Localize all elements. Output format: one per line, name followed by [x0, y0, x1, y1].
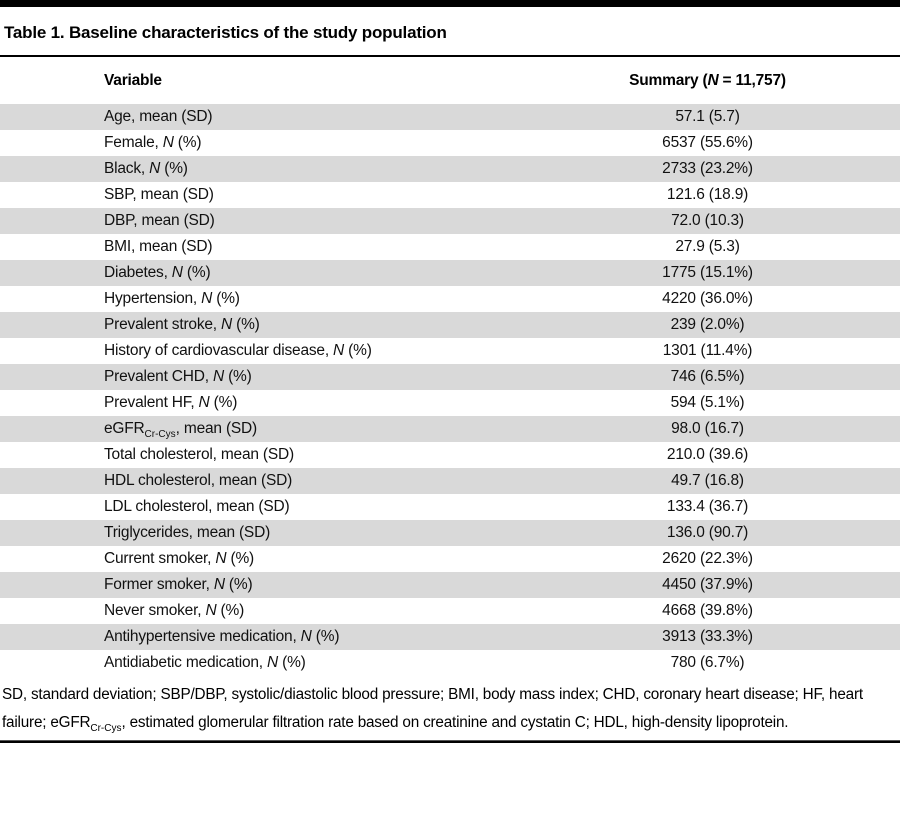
variable-cell: Hypertension, N (%) — [104, 290, 240, 307]
column-header-summary: Summary (N = 11,757) — [524, 57, 900, 104]
table-row: History of cardiovascular disease, N (%)… — [0, 338, 900, 364]
summary-value-cell: 239 (2.0%) — [670, 316, 745, 333]
summary-value-cell: 4668 (39.8%) — [662, 602, 753, 619]
summary-value-cell: 780 (6.7%) — [670, 654, 745, 671]
table-row: Hypertension, N (%) 4220 (36.0%) — [0, 286, 900, 312]
summary-value-cell: 57.1 (5.7) — [675, 108, 740, 125]
summary-value-cell: 3913 (33.3%) — [662, 628, 753, 645]
table-header: Variable Summary (N = 11,757) — [0, 57, 900, 104]
summary-value-cell: 136.0 (90.7) — [666, 524, 749, 541]
variable-cell: Diabetes, N (%) — [104, 264, 211, 281]
variable-cell: History of cardiovascular disease, N (%) — [104, 342, 372, 359]
summary-value-cell: 4450 (37.9%) — [662, 576, 753, 593]
table-row: Diabetes, N (%) 1775 (15.1%) — [0, 260, 900, 286]
summary-value-cell: 27.9 (5.3) — [675, 238, 740, 255]
variable-cell: Antidiabetic medication, N (%) — [104, 654, 306, 671]
variable-header-label: Variable — [104, 71, 162, 89]
variable-cell: LDL cholesterol, mean (SD) — [104, 498, 290, 515]
summary-value-cell: 2733 (23.2%) — [662, 160, 753, 177]
table-row: Prevalent stroke, N (%) 239 (2.0%) — [0, 312, 900, 338]
variable-cell: Current smoker, N (%) — [104, 550, 254, 567]
table-row: Female, N (%) 6537 (55.6%) — [0, 130, 900, 156]
header-row: Variable Summary (N = 11,757) — [0, 57, 900, 104]
variable-cell: Antihypertensive medication, N (%) — [104, 628, 340, 645]
table-row: Current smoker, N (%) 2620 (22.3%) — [0, 546, 900, 572]
table-title: Table 1. Baseline characteristics of the… — [4, 23, 447, 42]
summary-value-cell: 72.0 (10.3) — [671, 212, 744, 229]
table-row: Black, N (%) 2733 (23.2%) — [0, 156, 900, 182]
summary-header-prefix: Summary ( — [629, 71, 708, 89]
table-row: BMI, mean (SD) 27.9 (5.3) — [0, 234, 900, 260]
summary-value-cell: 1301 (11.4%) — [662, 342, 753, 359]
table-row: HDL cholesterol, mean (SD) 49.7 (16.8) — [0, 468, 900, 494]
summary-value-cell: 98.0 (16.7) — [671, 420, 744, 437]
table-row: Prevalent HF, N (%) 594 (5.1%) — [0, 390, 900, 416]
variable-cell: DBP, mean (SD) — [104, 212, 215, 229]
variable-cell: Total cholesterol, mean (SD) — [104, 446, 294, 463]
summary-value-cell: 121.6 (18.9) — [666, 186, 749, 203]
variable-cell: Age, mean (SD) — [104, 108, 213, 125]
table-footnote: SD, standard deviation; SBP/DBP, systoli… — [2, 686, 863, 734]
variable-cell: BMI, mean (SD) — [104, 238, 213, 255]
column-header-variable: Variable — [0, 57, 524, 104]
table-row: Never smoker, N (%) 4668 (39.8%) — [0, 598, 900, 624]
baseline-characteristics-table: Variable Summary (N = 11,757) Age, mean … — [0, 57, 900, 676]
variable-cell: Triglycerides, mean (SD) — [104, 524, 271, 541]
variable-cell: Black, N (%) — [104, 160, 188, 177]
summary-value-cell: 746 (6.5%) — [670, 368, 745, 385]
title-divider-rule — [0, 55, 900, 57]
summary-header-suffix: = 11,757) — [718, 71, 786, 89]
variable-cell: Prevalent CHD, N (%) — [104, 368, 252, 385]
variable-cell: HDL cholesterol, mean (SD) — [104, 472, 293, 489]
summary-value-cell: 4220 (36.0%) — [662, 290, 753, 307]
table-row: Triglycerides, mean (SD) 136.0 (90.7) — [0, 520, 900, 546]
table-row: Age, mean (SD) 57.1 (5.7) — [0, 104, 900, 130]
table-row: eGFRCr-Cys, mean (SD) 98.0 (16.7) — [0, 416, 900, 442]
top-black-bar — [0, 0, 900, 7]
summary-value-cell: 6537 (55.6%) — [662, 134, 753, 151]
bottom-divider-rule — [0, 740, 900, 743]
variable-cell: Former smoker, N (%) — [104, 576, 253, 593]
summary-header-n: N — [707, 71, 719, 89]
variable-cell: Prevalent stroke, N (%) — [104, 316, 260, 333]
summary-value-cell: 2620 (22.3%) — [662, 550, 753, 567]
summary-value-cell: 49.7 (16.8) — [671, 472, 744, 489]
summary-value-cell: 594 (5.1%) — [670, 394, 745, 411]
variable-cell: eGFRCr-Cys, mean (SD) — [104, 420, 258, 440]
summary-value-cell: 133.4 (36.7) — [666, 498, 749, 515]
table-row: Prevalent CHD, N (%) 746 (6.5%) — [0, 364, 900, 390]
table-row: SBP, mean (SD) 121.6 (18.9) — [0, 182, 900, 208]
summary-value-cell: 1775 (15.1%) — [662, 264, 753, 281]
variable-cell: SBP, mean (SD) — [104, 186, 214, 203]
table-row: LDL cholesterol, mean (SD) 133.4 (36.7) — [0, 494, 900, 520]
table-body: Age, mean (SD) 57.1 (5.7) Female, N (%) 653… — [0, 104, 900, 676]
table-row: DBP, mean (SD) 72.0 (10.3) — [0, 208, 900, 234]
table-row: Former smoker, N (%) 4450 (37.9%) — [0, 572, 900, 598]
variable-cell: Female, N (%) — [104, 134, 202, 151]
table-row: Antihypertensive medication, N (%) 3913 (… — [0, 624, 900, 650]
variable-cell: Prevalent HF, N (%) — [104, 394, 238, 411]
table-row: Antidiabetic medication, N (%) 780 (6.7%) — [0, 650, 900, 676]
variable-cell: Never smoker, N (%) — [104, 602, 245, 619]
summary-value-cell: 210.0 (39.6) — [666, 446, 749, 463]
table-row: Total cholesterol, mean (SD) 210.0 (39.6) — [0, 442, 900, 468]
